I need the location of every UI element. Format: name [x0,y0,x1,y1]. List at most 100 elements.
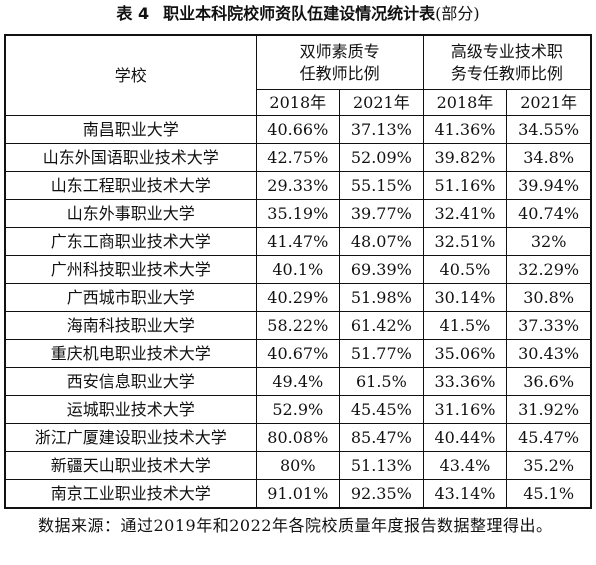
value-cell: 80% [255,451,341,480]
table-row: 广东工商职业技术大学 41.47% 48.07% 32.51% 32% [4,227,592,256]
value-cell: 35.19% [255,199,341,228]
data-table: 学校 双师素质专任教师比例 高级专业技术职务专任教师比例 2018年 2021年 2… [4,34,592,509]
table-caption: 表 4 职业本科院校师资队伍建设情况统计表(部分) [0,2,596,26]
value-cell: 37.13% [339,115,424,144]
table-row: 广州科技职业技术大学 40.1% 69.39% 40.5% 32.29% [4,255,592,284]
table-row: 广西城市职业大学 40.29% 51.98% 30.14% 30.8% [4,283,592,312]
table-row: 浙江广厦建设职业技术大学 80.08% 85.47% 40.44% 45.47% [4,423,592,452]
value-cell: 29.33% [255,171,341,200]
table-body: 南昌职业大学 40.66% 37.13% 41.36% 34.55% 山东外国语职业技术大… [4,115,592,509]
value-cell: 52.09% [339,143,424,172]
value-cell: 36.6% [506,367,592,396]
value-cell: 30.14% [422,283,508,312]
value-cell: 61.42% [339,311,424,340]
value-cell: 69.39% [339,255,424,284]
title-suffix: (部分) [435,4,480,23]
table-row: 海南科技职业大学 58.22% 61.42% 41.5% 37.33% [4,311,592,340]
value-cell: 45.47% [506,423,592,452]
school-cell: 南京工业职业技术大学 [4,479,257,509]
value-cell: 43.4% [422,451,508,480]
value-cell: 45.1% [506,479,592,509]
value-cell: 91.01% [255,479,341,509]
table-row: 南京工业职业技术大学 91.01% 92.35% 43.14% 45.1% [4,479,592,509]
value-cell: 32.29% [506,255,592,284]
school-cell: 广西城市职业大学 [4,283,257,312]
header-cell: 高级专业技术职务专任教师比例 [422,34,592,90]
value-cell: 32.51% [422,227,508,256]
value-cell: 45.45% [339,395,424,424]
school-cell: 南昌职业大学 [4,115,257,144]
table-row: 南昌职业大学 40.66% 37.13% 41.36% 34.55% [4,115,592,144]
school-cell: 山东工程职业技术大学 [4,171,257,200]
value-cell: 31.92% [506,395,592,424]
value-cell: 40.1% [255,255,341,284]
value-cell: 40.44% [422,423,508,452]
value-cell: 39.82% [422,143,508,172]
school-cell: 浙江广厦建设职业技术大学 [4,423,257,452]
school-cell: 西安信息职业大学 [4,367,257,396]
value-cell: 34.8% [506,143,592,172]
school-cell: 重庆机电职业技术大学 [4,339,257,368]
value-cell: 51.13% [339,451,424,480]
value-cell: 40.5% [422,255,508,284]
value-cell: 51.77% [339,339,424,368]
value-cell: 51.98% [339,283,424,312]
table-row: 新疆天山职业技术大学 80% 51.13% 43.4% 35.2% [4,451,592,480]
table-title: 职业本科院校师资队伍建设情况统计表 [163,4,436,23]
school-cell: 山东外事职业大学 [4,199,257,228]
value-cell: 42.75% [255,143,341,172]
group-label: 双师素质专任教师比例 [299,41,380,83]
value-cell: 92.35% [339,479,424,509]
source-note: 数据来源：通过2019年和2022年各院校质量年度报告数据整理得出。 [38,516,553,535]
value-cell: 30.8% [506,283,592,312]
school-cell: 广州科技职业技术大学 [4,255,257,284]
header-cell: 学校 [4,34,257,116]
value-cell: 34.55% [506,115,592,144]
value-cell: 35.06% [422,339,508,368]
value-cell: 58.22% [255,311,341,340]
value-cell: 40.66% [255,115,341,144]
year-cell: 2021年 [339,89,424,116]
year-cell: 2018年 [255,89,341,116]
value-cell: 31.16% [422,395,508,424]
year-cell: 2018年 [422,89,508,116]
value-cell: 37.33% [506,311,592,340]
table-row: 山东外国语职业技术大学 42.75% 52.09% 39.82% 34.8% [4,143,592,172]
value-cell: 35.2% [506,451,592,480]
header-row: 2018年 2021年 2018年 2021年 [5,89,592,116]
value-cell: 80.08% [255,423,341,452]
value-cell: 49.4% [255,367,341,396]
value-cell: 39.94% [506,171,592,200]
value-cell: 32.41% [422,199,508,228]
value-cell: 41.47% [255,227,341,256]
value-cell: 30.43% [506,339,592,368]
school-cell: 山东外国语职业技术大学 [4,143,257,172]
value-cell: 61.5% [339,367,424,396]
header-row: 学校 双师素质专任教师比例 高级专业技术职务专任教师比例 [4,34,592,116]
value-cell: 33.36% [422,367,508,396]
value-cell: 52.9% [255,395,341,424]
value-cell: 55.15% [339,171,424,200]
value-cell: 32% [506,227,592,256]
school-cell: 海南科技职业大学 [4,311,257,340]
value-cell: 39.77% [339,199,424,228]
header-cell: 双师素质专任教师比例 [255,34,424,90]
value-cell: 40.29% [255,283,341,312]
value-cell: 41.36% [422,115,508,144]
table-row: 重庆机电职业技术大学 40.67% 51.77% 35.06% 30.43% [4,339,592,368]
value-cell: 43.14% [422,479,508,509]
table-number: 表 4 [116,4,150,23]
value-cell: 40.67% [255,339,341,368]
value-cell: 48.07% [339,227,424,256]
school-cell: 广东工商职业技术大学 [4,227,257,256]
table-row: 运城职业技术大学 52.9% 45.45% 31.16% 31.92% [4,395,592,424]
group-label: 高级专业技术职务专任教师比例 [450,41,563,83]
table-row: 山东工程职业技术大学 29.33% 55.15% 51.16% 39.94% [4,171,592,200]
school-cell: 新疆天山职业技术大学 [4,451,257,480]
year-cell: 2021年 [506,89,592,116]
value-cell: 41.5% [422,311,508,340]
table-row: 西安信息职业大学 49.4% 61.5% 33.36% 36.6% [4,367,592,396]
value-cell: 51.16% [422,171,508,200]
value-cell: 85.47% [339,423,424,452]
school-cell: 运城职业技术大学 [4,395,257,424]
